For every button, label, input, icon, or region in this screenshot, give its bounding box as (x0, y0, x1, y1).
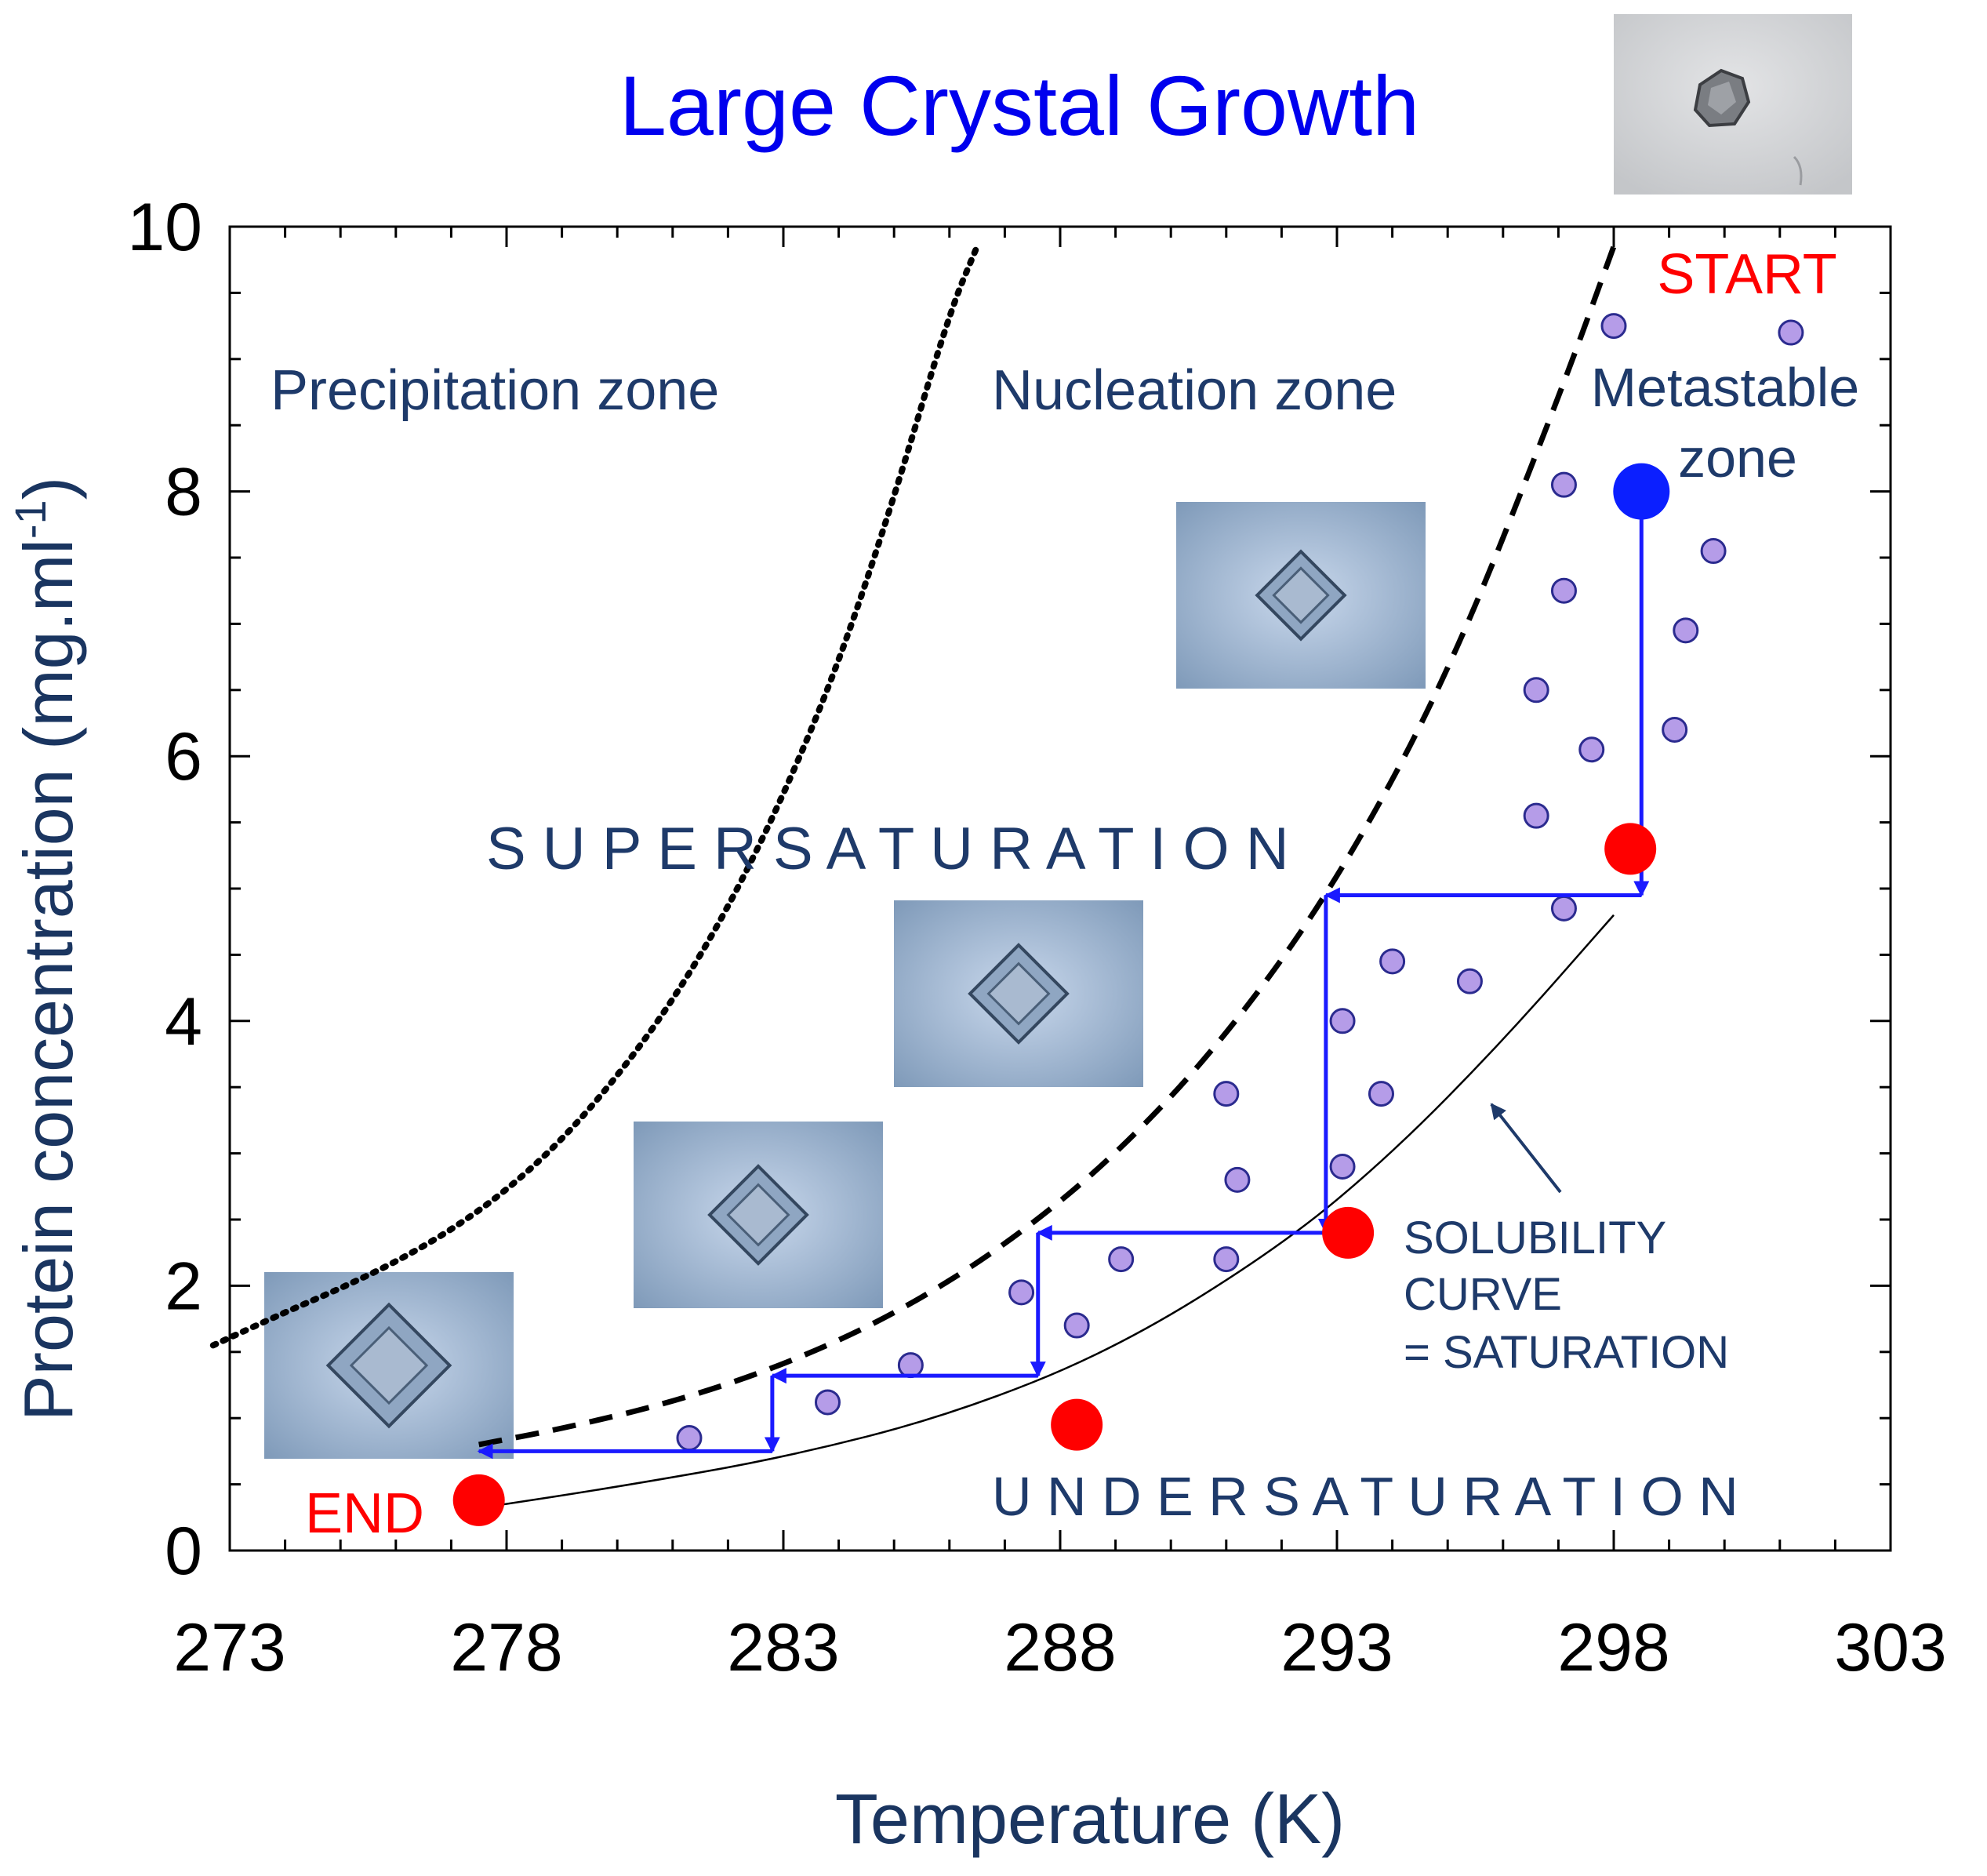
supersaturation-label: S U P E R S A T U R A T I O N (486, 816, 1289, 882)
metastable-point (1456, 968, 1483, 994)
metastable-point (1224, 1166, 1251, 1193)
solubility-label-line2: CURVE (1404, 1269, 1562, 1320)
saturation-point (452, 1474, 505, 1526)
y-tick-label: 4 (165, 984, 202, 1060)
metastable-point (1600, 313, 1627, 340)
axis-ticks (228, 225, 1892, 1552)
nucleation-boundary-line (478, 245, 1617, 1448)
metastable-point (1550, 471, 1577, 498)
nucleation-zone-label: Nucleation zone (992, 359, 1397, 422)
metastable-point (1523, 677, 1549, 704)
metastable-point (1700, 538, 1727, 565)
x-tick-label: 278 (450, 1610, 563, 1685)
x-tick-label: 303 (1834, 1610, 1947, 1685)
crystal-photos (264, 502, 1426, 1459)
y-tick-label: 0 (165, 1514, 202, 1589)
y-tick-label: 8 (165, 455, 202, 530)
saturation-point (1322, 1206, 1375, 1259)
metastable-point (1008, 1279, 1035, 1306)
metastable-zone-label-line1: Metastable (1591, 357, 1859, 418)
metastable-point (1368, 1081, 1394, 1107)
metastable-point (1213, 1081, 1240, 1107)
y-tick-label: 10 (127, 190, 202, 265)
solubility-curve-line (478, 914, 1615, 1510)
precipitation-zone-label: Precipitation zone (271, 359, 719, 422)
metastable-point (1063, 1312, 1090, 1339)
metastable-point (1523, 802, 1549, 829)
solubility-label-line3: = SATURATION (1404, 1327, 1729, 1378)
start-point (1613, 463, 1670, 520)
start-label: START (1657, 243, 1836, 306)
crystal-facet (349, 1325, 429, 1405)
solubility-label-line1: SOLUBILITY (1404, 1212, 1666, 1263)
saturation-point (1051, 1398, 1103, 1451)
saturation-point (1604, 823, 1657, 875)
metastable-point (1778, 319, 1804, 346)
metastable-point (1578, 736, 1605, 763)
metastable-point (1329, 1008, 1356, 1034)
metastable-point (1550, 577, 1577, 604)
metastable-point (1213, 1246, 1240, 1273)
end-label: END (305, 1482, 424, 1545)
crystal-facet (986, 962, 1051, 1026)
metastable-point (1329, 1153, 1356, 1180)
y-axis-label: Protein concentration (mg.ml-1) (5, 477, 87, 1421)
chart-title: Large Crystal Growth (619, 58, 1419, 153)
crystal-facet (726, 1183, 790, 1247)
solubility-pointer-arrow (1490, 1103, 1562, 1194)
x-tick-label: 293 (1280, 1610, 1393, 1685)
metastable-zone-label-line2: zone (1678, 427, 1797, 489)
crystal-facet (1272, 566, 1330, 624)
x-tick-label: 298 (1557, 1610, 1670, 1685)
metastable-point (814, 1389, 841, 1416)
metastable-point (1673, 617, 1699, 644)
metastable-point (1662, 716, 1688, 743)
y-tick-label: 2 (165, 1249, 202, 1324)
metastable-point (1379, 948, 1406, 975)
undersaturation-label: U N D E R S A T U R A T I O N (992, 1466, 1738, 1527)
x-tick-label: 273 (173, 1610, 286, 1685)
x-axis-label: Temperature (K) (835, 1780, 1345, 1859)
metastable-point (1550, 895, 1577, 922)
metastable-point (1108, 1246, 1135, 1273)
metastable-point (897, 1352, 924, 1379)
crystal-thumbnail-photo (1614, 14, 1852, 195)
x-tick-label: 288 (1004, 1610, 1117, 1685)
x-tick-label: 283 (727, 1610, 840, 1685)
metastable-point (676, 1425, 703, 1452)
precipitation-boundary-line (209, 243, 981, 1349)
y-tick-label: 6 (165, 719, 202, 794)
